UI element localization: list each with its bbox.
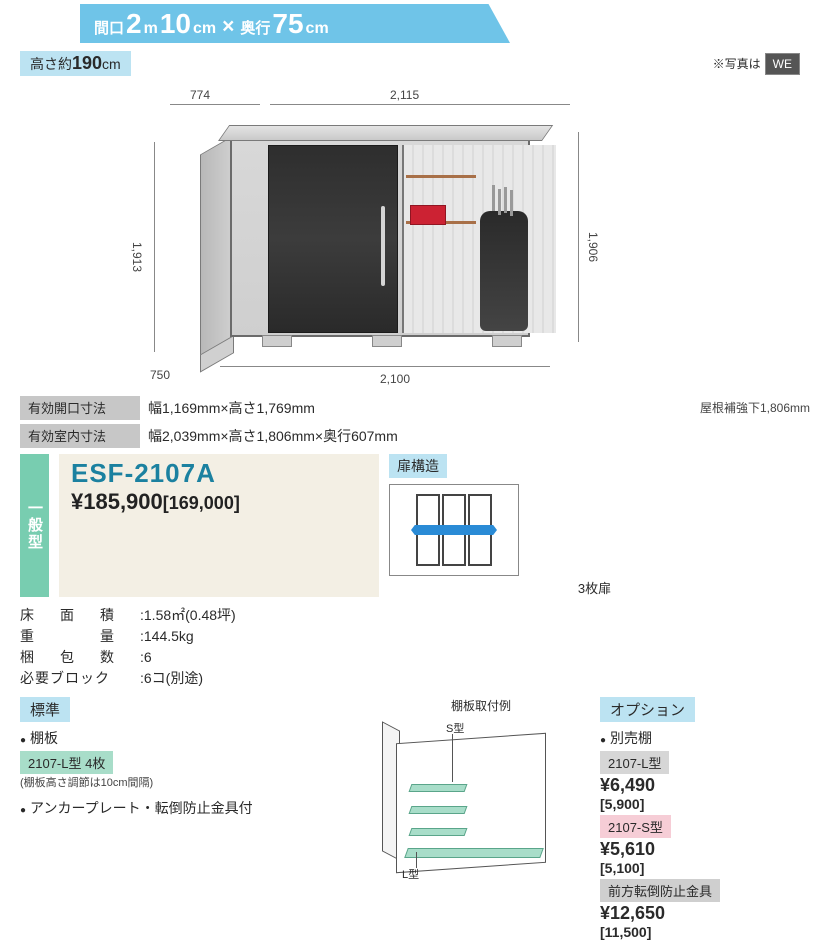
dim-height-right: 1,906 <box>586 232 600 262</box>
spec-rows: 有効開口寸法 幅1,169mm×高さ1,769mm 有効室内寸法 幅2,039m… <box>20 396 800 448</box>
insert-diagram-col: 棚板取付例 S型 L型 <box>376 697 586 940</box>
weight-k: 重 量 <box>20 626 140 647</box>
height-badge: 高さ約190cm <box>20 51 131 76</box>
shelf-bullet: 棚板 <box>20 728 362 748</box>
block-v: :6コ(別途) <box>140 668 203 689</box>
opt-s-price: ¥5,610 <box>600 839 655 859</box>
opt-l-sub: [5,900] <box>600 796 800 812</box>
shelf-chip: 2107-L型 4枚 <box>20 751 113 774</box>
option-title: オプション <box>600 697 695 722</box>
cabinet-illustration <box>200 137 550 357</box>
s-type-label: S型 <box>446 720 464 736</box>
insert-diagram-title: 棚板取付例 <box>376 697 586 714</box>
door-structure-title: 扉構造 <box>389 454 447 478</box>
model-number: ESF-2107A <box>71 458 367 489</box>
interior-label: 有効室内寸法 <box>20 424 140 448</box>
dim-height-left: 1,913 <box>130 242 144 272</box>
anchor-bullet: アンカープレート・転倒防止金具付 <box>20 798 362 818</box>
opt-s-sub: [5,100] <box>600 860 800 876</box>
shelf-insert-diagram-icon: S型 L型 <box>376 718 556 878</box>
frontage-label: 間口 <box>94 17 124 38</box>
height-unit: cm <box>102 56 121 72</box>
pack-k: 梱 包 数 <box>20 647 140 668</box>
l-type-label: L型 <box>402 866 419 882</box>
opening-label: 有効開口寸法 <box>20 396 140 420</box>
meta-specs: 床 面 積:1.58㎡(0.48坪) 重 量:144.5kg 梱 包 数:6 必… <box>20 605 800 689</box>
option-section: オプション 別売棚 2107-L型 ¥6,490[5,900] 2107-S型 … <box>600 697 800 940</box>
door-structure: 扉構造 3枚扉 <box>389 454 800 597</box>
price-main: ¥185,900 <box>71 489 163 514</box>
extra-shelf-bullet: 別売棚 <box>600 728 800 748</box>
pack-v: :6 <box>140 647 152 668</box>
door-panel-icon <box>268 145 398 333</box>
golfbag-icon <box>480 211 528 331</box>
dimension-banner: 間口 2 m 10 cm × 奥行 75 cm <box>80 4 510 43</box>
opt-anti-price: ¥12,650 <box>600 903 665 923</box>
depth-label: 奥行 <box>240 17 270 38</box>
block-k: 必要ブロック <box>20 668 140 689</box>
standard-title: 標準 <box>20 697 70 722</box>
dim-base-width: 2,100 <box>380 372 410 386</box>
type-badge: 一般型 <box>20 454 49 597</box>
door-diagram-icon <box>389 484 519 576</box>
dim-base-depth: 750 <box>150 368 170 382</box>
color-swatch: WE <box>765 53 800 75</box>
dim-roof-depth: 774 <box>190 88 210 102</box>
opt-anti-chip: 前方転倒防止金具 <box>600 879 720 902</box>
model-price-box: ESF-2107A ¥185,900[169,000] <box>59 454 379 597</box>
frontage-m: 2 <box>126 8 142 40</box>
depth-cm-unit: cm <box>306 20 329 38</box>
frontage-cm: 10 <box>160 8 191 40</box>
roof-reinforce-note: 屋根補強下1,806mm <box>700 399 810 416</box>
shelf-note: (棚板高さ調節は10cm間隔) <box>20 774 362 790</box>
floor-k: 床 面 積 <box>20 605 140 626</box>
weight-v: :144.5kg <box>140 626 194 647</box>
toolbox-icon <box>410 205 446 225</box>
price-sub: [169,000] <box>163 493 240 513</box>
opt-l-price: ¥6,490 <box>600 775 655 795</box>
depth-cm: 75 <box>272 8 303 40</box>
opening-value: 幅1,169mm×高さ1,769mm <box>140 396 323 420</box>
floor-v: :1.58㎡(0.48坪) <box>140 605 236 626</box>
frontage-m-unit: m <box>144 20 158 38</box>
height-prefix: 高さ約 <box>30 56 72 72</box>
slide-arrow-icon <box>411 525 497 535</box>
photo-note-text: ※写真は <box>713 55 761 72</box>
interior-icon <box>402 145 556 333</box>
product-figure: 774 2,115 1,913 1,906 750 2,100 屋根補強下1,8… <box>20 82 800 392</box>
door-caption: 3枚扉 <box>389 578 800 597</box>
opt-anti-sub: [11,500] <box>600 924 800 940</box>
photo-note: ※写真は WE <box>713 53 800 75</box>
dim-separator: × <box>222 15 234 39</box>
opt-s-chip: 2107-S型 <box>600 815 671 838</box>
dim-roof-width: 2,115 <box>390 88 419 102</box>
frontage-cm-unit: cm <box>193 20 216 38</box>
opt-l-chip: 2107-L型 <box>600 751 669 774</box>
height-value: 190 <box>72 53 102 73</box>
standard-section: 標準 棚板 2107-L型 4枚 (棚板高さ調節は10cm間隔) アンカープレー… <box>20 697 362 940</box>
interior-value: 幅2,039mm×高さ1,806mm×奥行607mm <box>140 424 406 448</box>
